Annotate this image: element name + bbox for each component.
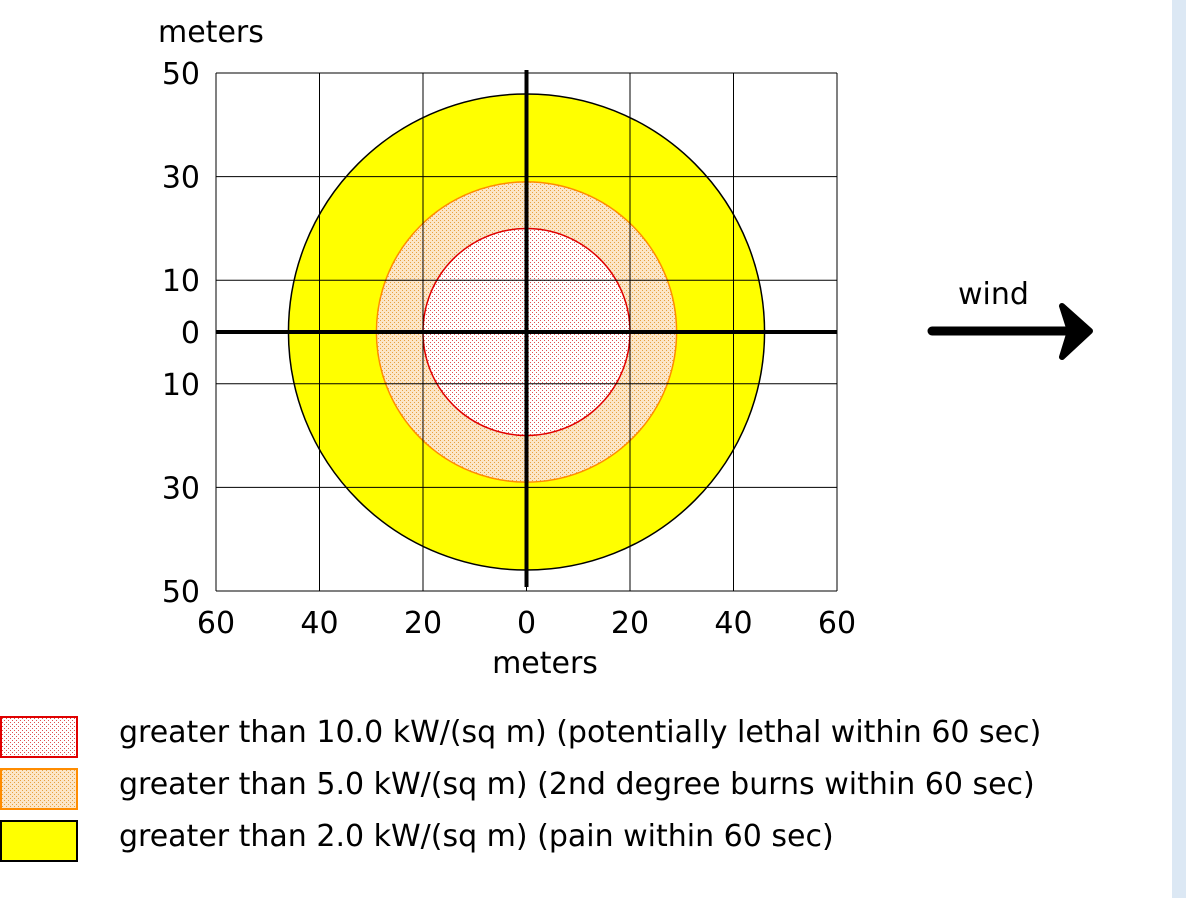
legend-label-lethal: greater than 10.0 kW/(sq m) (potentially… (119, 715, 1042, 750)
wind-arrow-icon (927, 303, 1093, 360)
wind-indicator: wind (927, 277, 1093, 360)
x-tick-label-1: 40 (300, 606, 338, 641)
y-tick-label-3: 0 (181, 316, 200, 351)
legend-swatch-pain (0, 820, 78, 862)
y-tick-label-2: 10 (162, 264, 200, 299)
legend-swatch-burns (0, 768, 78, 810)
x-axis-label: meters (492, 646, 598, 681)
y-tick-label-6: 50 (162, 575, 200, 610)
legend-swatch-lethal (0, 716, 78, 758)
x-tick-label-6: 60 (818, 606, 856, 641)
x-tick-label-5: 40 (714, 606, 752, 641)
legend-label-burns: greater than 5.0 kW/(sq m) (2nd degree b… (119, 767, 1035, 802)
y-tick-label-5: 30 (162, 471, 200, 506)
legend-label-pain: greater than 2.0 kW/(sq m) (pain within … (119, 819, 834, 854)
y-axis-label: meters (158, 15, 264, 50)
x-tick-label-4: 20 (611, 606, 649, 641)
wind-label: wind (958, 277, 1029, 312)
y-tick-label-0: 50 (162, 57, 200, 92)
x-tick-label-3: 0 (517, 606, 536, 641)
y-tick-label-4: 10 (162, 368, 200, 403)
window-edge (1172, 0, 1186, 898)
legend: greater than 10.0 kW/(sq m) (potentially… (0, 700, 1172, 898)
y-tick-label-1: 30 (162, 161, 200, 196)
x-tick-label-2: 20 (404, 606, 442, 641)
x-tick-label-0: 60 (197, 606, 235, 641)
